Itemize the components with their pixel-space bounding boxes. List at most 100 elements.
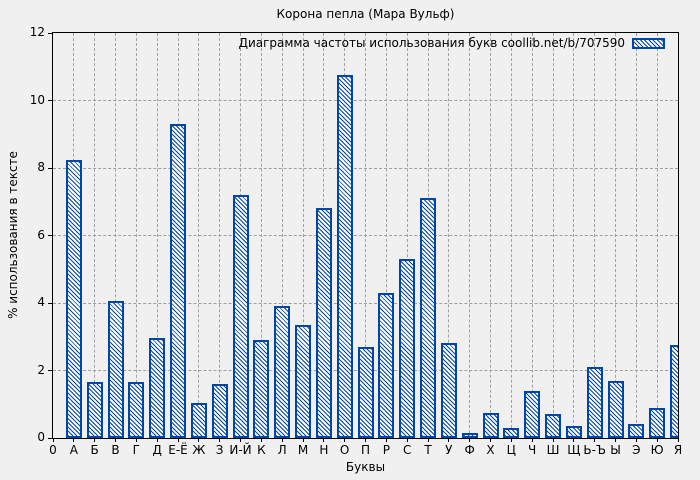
x-tick-mark	[73, 438, 75, 442]
x-tick-label-И-Й: И-Й	[229, 443, 252, 457]
x-tick-label-З: З	[215, 443, 224, 457]
x-tick-label-П: П	[360, 443, 371, 457]
x-tick-mark	[94, 438, 96, 442]
bar-П	[357, 347, 374, 438]
x-tick-label-Ч: Ч	[528, 443, 537, 457]
x-tick-label-Ж: Ж	[192, 443, 206, 457]
x-tick-mark	[52, 438, 54, 442]
x-tick-mark	[240, 438, 241, 442]
bar-И-Й	[232, 195, 249, 438]
x-tick-mark	[198, 438, 200, 442]
x-tick-mark	[323, 438, 325, 442]
bar-Э	[628, 424, 645, 438]
x-tick-label-Ф: Ф	[464, 443, 475, 457]
x-tick-label-Ы: Ы	[610, 443, 621, 457]
bar-А	[65, 160, 82, 438]
bar-Д	[149, 338, 166, 438]
bar-Щ	[565, 426, 582, 438]
x-tick-label-Л: Л	[277, 443, 287, 457]
x-tick-mark	[635, 438, 637, 442]
x-tick-label-Э: Э	[632, 443, 641, 457]
bar-Ч	[524, 391, 541, 438]
x-tick-mark	[135, 438, 137, 442]
x-tick-label-Я: Я	[673, 443, 683, 457]
x-tick-mark	[573, 438, 575, 442]
x-tick-mark	[531, 438, 533, 442]
horizontal-gridline	[53, 235, 678, 236]
x-tick-label-К: К	[257, 443, 266, 457]
x-tick-mark	[156, 438, 158, 442]
bar-М	[295, 325, 311, 438]
x-tick-mark	[365, 438, 366, 442]
x-tick-mark	[490, 438, 491, 442]
x-tick-mark	[302, 438, 304, 442]
bar-Ф	[461, 433, 478, 438]
chart-title: Корона пепла (Мара Вульф)	[276, 7, 455, 21]
bar-З	[211, 384, 228, 438]
x-tick-label-В: В	[111, 443, 120, 457]
horizontal-gridline	[53, 302, 678, 304]
bar-Р	[378, 293, 395, 438]
x-tick-mark	[115, 438, 116, 442]
bar-В	[107, 301, 124, 438]
bar-Л	[274, 306, 291, 438]
x-tick-label-0: 0	[49, 443, 57, 457]
x-tick-mark	[656, 438, 658, 442]
x-tick-label-Д: Д	[152, 443, 162, 457]
bar-С	[399, 259, 416, 438]
bar-К	[253, 340, 270, 438]
x-tick-mark	[594, 438, 596, 442]
x-tick-label-М: М	[297, 443, 309, 457]
x-tick-mark	[677, 438, 679, 442]
bar-Т	[420, 198, 436, 438]
bar-Н	[315, 208, 332, 438]
x-tick-label-А: А	[69, 443, 78, 457]
y-tick-label-6: 6	[37, 227, 45, 242]
x-tick-mark	[427, 438, 429, 442]
bar-Я	[670, 345, 678, 438]
bar-Е-Ё	[170, 124, 186, 438]
plot-area: Диаграмма частоты использования букв coo…	[52, 32, 679, 439]
x-tick-label-Т: Т	[424, 443, 432, 457]
y-tick-mark	[48, 437, 52, 439]
y-tick-label-0: 0	[37, 430, 45, 444]
x-tick-label-Х: Х	[486, 443, 495, 457]
bar-О	[336, 75, 353, 438]
x-tick-label-Ю: Ю	[650, 443, 664, 457]
x-tick-mark	[344, 438, 346, 442]
x-tick-mark	[615, 438, 616, 442]
x-tick-mark	[177, 438, 179, 442]
bar-Ю	[649, 408, 666, 438]
bar-Ж	[190, 403, 207, 438]
y-tick-label-12: 12	[29, 25, 45, 39]
y-tick-label-4: 4	[37, 295, 45, 309]
legend: Диаграмма частоты использования букв coo…	[239, 36, 665, 50]
x-tick-mark	[219, 438, 221, 442]
x-tick-mark	[448, 438, 450, 442]
bar-У	[440, 343, 457, 438]
x-tick-mark	[469, 438, 471, 442]
x-tick-label-Г: Г	[132, 443, 140, 457]
x-tick-mark	[406, 438, 408, 442]
x-tick-label-Н: Н	[319, 443, 329, 457]
legend-hatch-swatch-icon	[632, 37, 665, 49]
y-tick-mark	[48, 32, 52, 34]
bar-Г	[128, 382, 145, 438]
x-tick-mark	[260, 438, 262, 442]
x-tick-label-У: У	[445, 443, 453, 457]
x-tick-mark	[385, 438, 387, 442]
x-tick-mark	[281, 438, 283, 442]
y-tick-label-10: 10	[29, 92, 45, 107]
y-tick-mark	[48, 235, 52, 236]
x-tick-mark	[510, 438, 512, 442]
bar-Х	[482, 413, 499, 438]
x-tick-label-О: О	[339, 443, 350, 457]
x-tick-label-Щ: Щ	[567, 443, 581, 457]
legend-label: Диаграмма частоты использования букв coo…	[238, 36, 625, 50]
y-tick-label-2: 2	[37, 362, 45, 377]
x-tick-mark	[552, 438, 554, 442]
x-tick-label-Ц: Ц	[506, 443, 516, 457]
x-tick-label-Б: Б	[90, 443, 99, 457]
horizontal-gridline	[53, 167, 678, 169]
